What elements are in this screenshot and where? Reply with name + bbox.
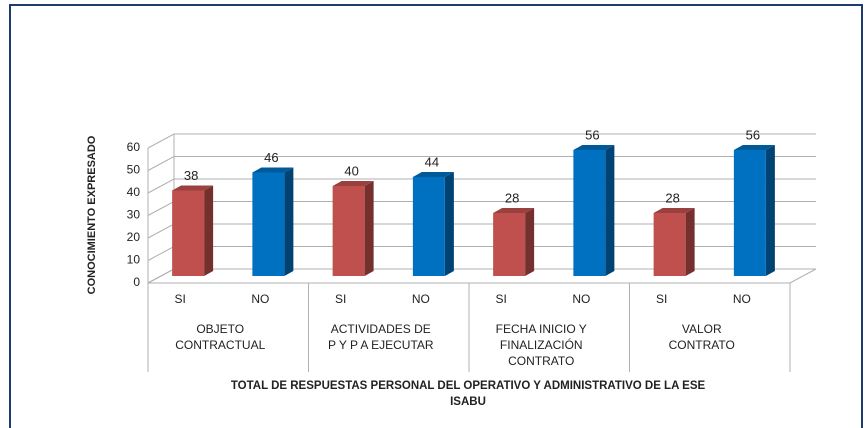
value-label: 56 xyxy=(585,127,599,142)
bar-top xyxy=(412,172,454,177)
bar-top xyxy=(252,167,294,173)
bar-side xyxy=(284,167,294,276)
y-tick-label: 0 xyxy=(133,275,140,289)
bar-top xyxy=(332,181,374,186)
bar-side xyxy=(525,208,535,276)
group-label: ACTIVIDADES DE xyxy=(331,322,431,336)
bar-top xyxy=(493,208,535,213)
group-label: CONTRATO xyxy=(669,338,735,352)
bar xyxy=(573,150,606,276)
grid-line xyxy=(147,156,816,171)
x-tick-label: NO xyxy=(251,292,269,306)
bar xyxy=(172,190,205,276)
x-tick-label: SI xyxy=(174,292,185,306)
group-label: CONTRATO xyxy=(508,354,574,368)
y-tick-label: 60 xyxy=(127,140,141,154)
bar-side xyxy=(444,172,454,276)
bar xyxy=(412,177,445,276)
bar-top xyxy=(653,208,695,213)
y-tick-label: 20 xyxy=(127,230,141,244)
bar-side xyxy=(685,208,695,276)
x-tick-label: NO xyxy=(733,292,751,306)
x-tick-label: SI xyxy=(656,292,667,306)
bar xyxy=(653,213,686,276)
bar-side xyxy=(605,145,615,276)
x-axis-label: ISABU xyxy=(450,396,486,408)
grid-line xyxy=(147,178,816,194)
frame xyxy=(9,4,863,428)
value-label: 40 xyxy=(344,163,358,178)
value-label: 28 xyxy=(665,190,679,205)
grid-line xyxy=(147,223,816,239)
value-label: 38 xyxy=(184,168,198,183)
bar-side xyxy=(765,145,775,276)
group-label: FINALIZACIÓN xyxy=(500,337,583,352)
y-axis-label: CONOCIMIENTO EXPRESADO xyxy=(86,135,98,294)
floor xyxy=(147,268,817,284)
group-label: VALOR xyxy=(682,322,722,336)
x-axis-label: TOTAL DE RESPUESTAS PERSONAL DEL OPERATI… xyxy=(231,380,706,392)
value-label: 28 xyxy=(505,190,519,205)
y-tick-label: 40 xyxy=(127,185,141,199)
grid-line xyxy=(147,201,816,216)
group-label: P Y P A EJECUTAR xyxy=(328,338,434,352)
bar xyxy=(252,172,285,276)
bar xyxy=(493,213,526,276)
bar-side xyxy=(364,181,374,276)
y-tick-label: 30 xyxy=(127,208,141,222)
bar-top xyxy=(733,145,775,150)
bar-side xyxy=(204,185,214,276)
x-tick-label: NO xyxy=(412,292,430,306)
bar xyxy=(733,150,766,276)
bar-top xyxy=(172,185,214,191)
group-label: FECHA INICIO Y xyxy=(496,322,587,336)
grid-line xyxy=(147,246,816,261)
grid-line xyxy=(147,133,816,149)
bar-top xyxy=(573,145,615,150)
value-label: 46 xyxy=(264,150,278,165)
grid-line xyxy=(147,268,816,284)
bar xyxy=(332,186,365,276)
x-tick-label: SI xyxy=(495,292,506,306)
y-tick-label: 10 xyxy=(127,253,141,267)
value-label: 56 xyxy=(746,127,760,142)
x-tick-label: SI xyxy=(335,292,346,306)
group-label: CONTRACTUAL xyxy=(175,338,265,352)
group-label: OBJETO xyxy=(196,322,244,336)
x-tick-label: NO xyxy=(572,292,590,306)
value-label: 44 xyxy=(425,154,439,169)
y-tick-label: 50 xyxy=(127,163,141,177)
